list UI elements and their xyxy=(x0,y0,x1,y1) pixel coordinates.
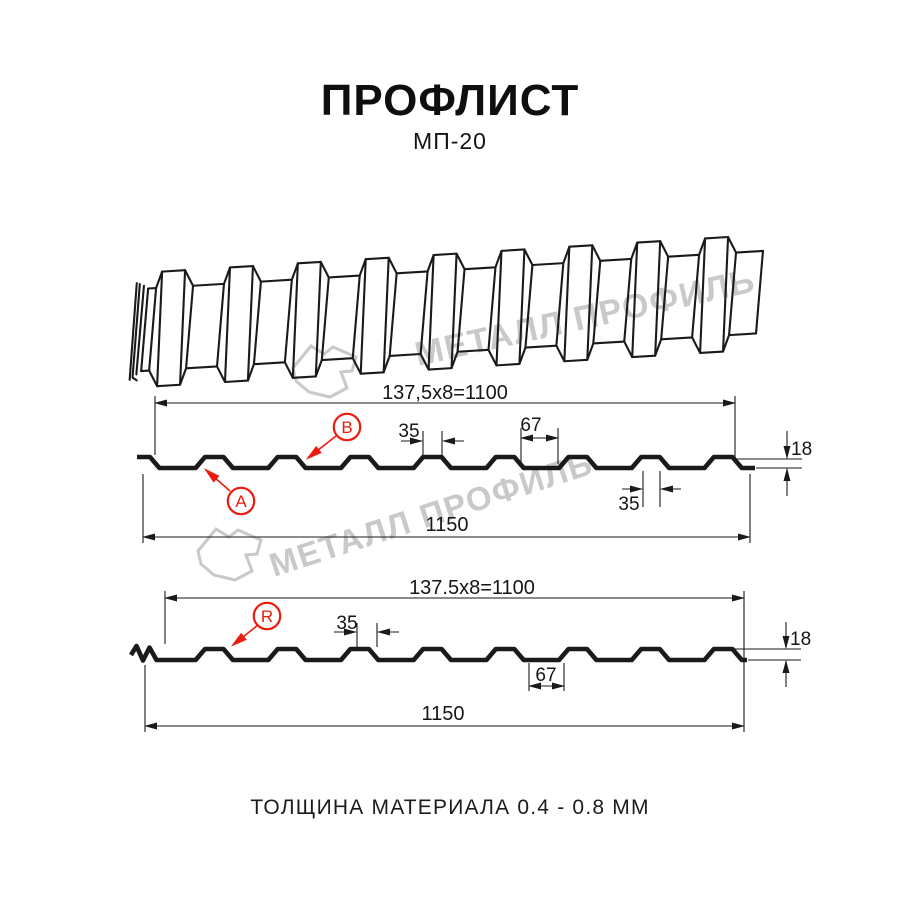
profile-outline-2 xyxy=(129,643,747,663)
profile-outline-1 xyxy=(137,454,755,471)
dimension-coverage-width-2: 137.5x8=1100 xyxy=(163,577,746,732)
dimension-label: 137.5x8=1100 xyxy=(409,577,535,599)
sheet-bottom-edge xyxy=(140,332,758,388)
dimension-label: 1150 xyxy=(425,514,468,536)
dimension-overall-width-2: 1150 xyxy=(143,665,746,732)
callout-a: A xyxy=(203,468,256,516)
dimension-height-1: 18 xyxy=(736,431,812,496)
dimension-label: 18 xyxy=(791,439,812,460)
material-thickness-note: ТОЛЩИНА МАТЕРИАЛА 0.4 - 0.8 ММ xyxy=(250,796,650,819)
dimension-coverage-width-1: 137,5x8=1100 xyxy=(153,382,737,458)
cross-section-2: 137.5x8=1100 R 35 67 xyxy=(129,577,811,732)
callout-r-label: R xyxy=(261,607,273,626)
dimension-label: 67 xyxy=(535,665,556,686)
profile-model-subtitle: МП-20 xyxy=(413,128,487,154)
dimension-valley-1: 67 xyxy=(519,415,560,464)
dimension-rib-top-2: 35 xyxy=(334,613,399,647)
callout-a-label: A xyxy=(235,492,247,511)
watermark-2: МЕТАЛЛ ПРОФИЛЬ xyxy=(196,444,598,584)
sheet-3d-view xyxy=(128,235,765,388)
callout-b-label: B xyxy=(341,418,352,437)
sheet-right-edge xyxy=(754,249,765,335)
dimension-valley-2: 67 xyxy=(527,663,566,691)
callout-b: B xyxy=(305,412,362,460)
cross-section-1: 137,5x8=1100 A B 35 67 xyxy=(137,382,812,543)
dimension-label: 35 xyxy=(398,421,419,442)
callout-r: R xyxy=(230,601,282,647)
sheet-rib-lines xyxy=(148,235,738,388)
dimension-label: 18 xyxy=(790,629,811,650)
sheet-edge-curl xyxy=(128,282,150,382)
dimension-rib-bottom-1: 35 xyxy=(618,471,681,515)
dimension-height-2: 18 xyxy=(724,622,811,687)
page-title: ПРОФЛИСТ xyxy=(320,76,580,125)
dimension-overall-width-1: 1150 xyxy=(141,474,752,543)
dimension-label: 137,5x8=1100 xyxy=(382,382,508,404)
dimension-rib-top-1: 35 xyxy=(398,421,464,455)
dimension-label: 35 xyxy=(618,494,639,515)
metal-profile-logo-icon xyxy=(291,344,358,399)
dimension-label: 35 xyxy=(336,613,357,634)
sheet-top-edge xyxy=(147,235,765,290)
dimension-label: 1150 xyxy=(421,703,464,725)
dimension-label: 67 xyxy=(520,415,541,436)
